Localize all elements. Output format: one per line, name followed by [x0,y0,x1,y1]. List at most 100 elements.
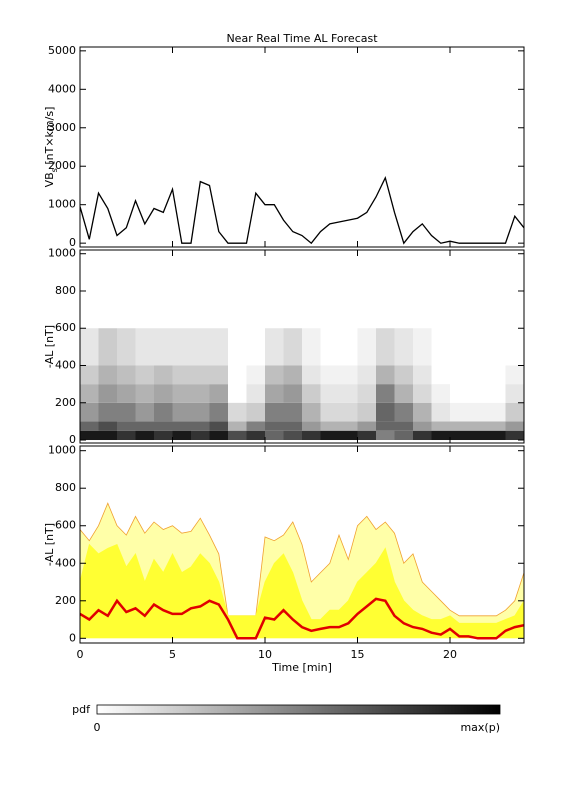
y-tick-label: 3000 [48,121,76,134]
heatmap-cell [505,421,524,431]
heatmap-cell [117,402,136,422]
heatmap-cell [80,384,99,403]
heatmap-cell [413,328,432,366]
heatmap-cell [154,384,173,403]
y-tick-label: 1000 [48,198,76,211]
heatmap-cell [135,421,154,431]
heatmap-cell [228,402,247,422]
heatmap-cell [468,384,487,403]
heatmap-cell [265,402,284,422]
heatmap-cell [283,328,302,366]
frame [79,445,525,644]
heatmap-cell [487,365,506,385]
heatmap-cell [413,421,432,431]
heatmap-cell [80,328,99,366]
y-axis-label: -AL [nT] [43,325,56,368]
heatmap-cell [117,384,136,403]
x-tick-label: 20 [443,648,457,661]
y-tick-label: 200 [55,594,76,607]
heatmap-cell [450,384,469,403]
heatmap-cell [339,384,358,403]
colorbar-label: pdf [72,703,91,716]
heatmap-cell [394,430,413,441]
heatmap-cell [154,421,173,431]
heatmap-cell [487,421,506,431]
heatmap-cell [209,328,228,366]
y-tick-label: 0 [69,236,76,249]
heatmap-cell [339,421,358,431]
frame [79,46,525,248]
heatmap-cell [487,328,506,366]
heatmap-cell [117,365,136,385]
heatmap-cell [505,365,524,385]
heatmap-cell [135,328,154,366]
heatmap-cell [98,402,117,422]
y-tick-label: 800 [55,284,76,297]
heatmap-cell [228,328,247,366]
heatmap-cell [117,421,136,431]
heatmap-cell [80,430,99,441]
heatmap-cell [394,328,413,366]
heatmap-cell [339,365,358,385]
plot-area [80,328,524,441]
heatmap-cell [376,384,395,403]
heatmap-cell [505,384,524,403]
heatmap-cell [191,421,210,431]
heatmap-cell [413,430,432,441]
colorbar [96,704,501,715]
heatmap-cell [302,430,321,441]
heatmap-cell [228,421,247,431]
heatmap-cell [320,421,339,431]
heatmap-cell [431,421,450,431]
heatmap-cell [376,421,395,431]
heatmap-cell [135,430,154,441]
heatmap-cell [394,384,413,403]
y-tick-label: 0 [69,631,76,644]
heatmap-cell [450,421,469,431]
heatmap-cell [468,421,487,431]
heatmap-cell [98,421,117,431]
heatmap-cell [80,421,99,431]
heatmap-cell [135,384,154,403]
heatmap-cell [431,430,450,441]
x-tick-label: 0 [77,648,84,661]
heatmap-cell [320,384,339,403]
y-tick-label: 5000 [48,44,76,57]
heatmap-cell [394,365,413,385]
heatmap-cell [339,402,358,422]
heatmap-cell [80,365,99,385]
heatmap-cell [376,328,395,366]
heatmap-cell [413,402,432,422]
heatmap-cell [172,365,191,385]
heatmap-cell [265,430,284,441]
heatmap-cell [209,384,228,403]
heatmap-cell [376,402,395,422]
heatmap-cell [320,430,339,441]
heatmap-cell [154,328,173,366]
heatmap-cell [468,430,487,441]
plot-area [80,502,524,640]
y-tick-label: 1000 [48,444,76,457]
heatmap-cell [357,384,376,403]
y-axis-label-sub: s [50,168,59,172]
heatmap-cell [302,365,321,385]
heatmap-cell [357,421,376,431]
heatmap-cell [357,402,376,422]
heatmap-cell [246,365,265,385]
heatmap-cell [431,384,450,403]
heatmap-cell [191,402,210,422]
heatmap-cell [320,328,339,366]
heatmap-cell [98,430,117,441]
heatmap-cell [98,365,117,385]
heatmap-cell [468,365,487,385]
heatmap-cell [228,430,247,441]
y-tick-label: 400 [55,556,76,569]
heatmap-cell [431,402,450,422]
heatmap-cell [450,430,469,441]
heatmap-cell [265,421,284,431]
colorbar-max: max(p) [460,721,500,734]
y-tick-label: 2000 [48,159,76,172]
heatmap-cell [191,430,210,441]
y-axis-label-unit: [nT×km/s] [43,107,56,169]
